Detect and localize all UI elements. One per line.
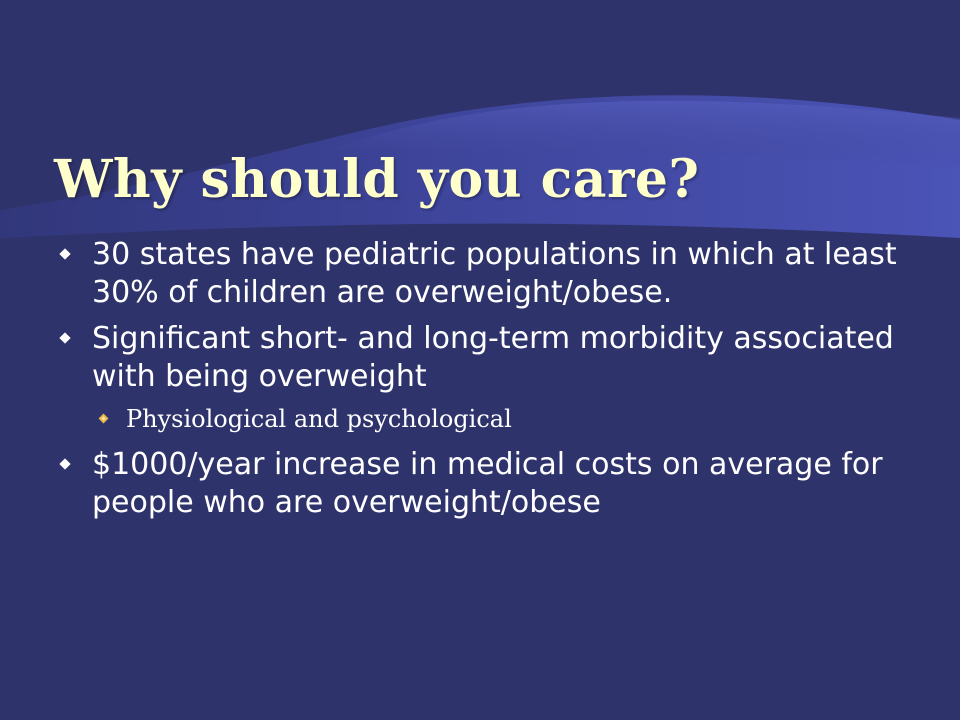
slide-title: Why should you care?: [54, 149, 700, 210]
diamond-bullet-icon: [59, 248, 71, 260]
sub-bullet-item: Physiological and psychological: [58, 404, 918, 434]
diamond-bullet-icon: [59, 332, 71, 344]
bullet-item: $1000/year increase in medical costs on …: [58, 446, 918, 522]
bullet-item: Significant short- and long-term morbidi…: [58, 320, 918, 396]
sub-bullet-text: Physiological and psychological: [126, 405, 512, 433]
small-diamond-bullet-icon: [98, 413, 109, 424]
bullet-text: 30 states have pediatric populations in …: [92, 237, 897, 310]
diamond-bullet-icon: [59, 458, 71, 470]
bullet-item: 30 states have pediatric populations in …: [58, 236, 918, 312]
bullet-text: $1000/year increase in medical costs on …: [92, 447, 883, 520]
bullet-list: 30 states have pediatric populations in …: [58, 236, 918, 530]
bullet-text: Significant short- and long-term morbidi…: [92, 321, 894, 394]
